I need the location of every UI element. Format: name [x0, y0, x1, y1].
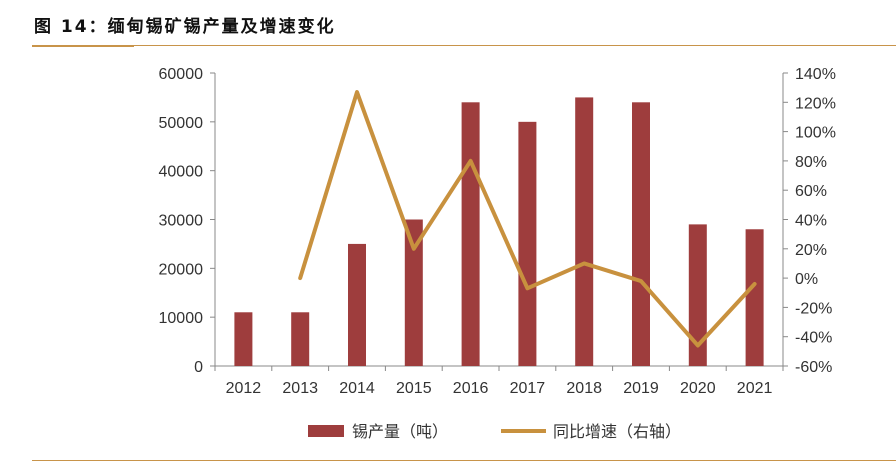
left-tick-label: 40000: [159, 164, 204, 181]
left-tick-label: 30000: [159, 213, 204, 230]
left-tick-label: 0: [194, 359, 203, 376]
x-tick-label: 2014: [339, 380, 375, 397]
right-tick-label: -20%: [795, 300, 832, 317]
title-divider-accent: [32, 45, 134, 47]
right-tick-label: 100%: [795, 125, 836, 142]
bar-2014: [348, 243, 366, 366]
right-tick-label: 120%: [795, 95, 836, 112]
bar-2013: [291, 312, 310, 366]
legend-line-label: 同比增速（右轴）: [553, 423, 681, 441]
right-tick-label: -40%: [795, 330, 832, 347]
right-tick-label: 20%: [795, 242, 827, 259]
bar-2021: [745, 229, 764, 366]
x-tick-label: 2019: [623, 380, 659, 397]
x-tick-label: 2016: [453, 380, 489, 397]
bar-2015: [404, 219, 423, 366]
title-divider: [32, 45, 896, 46]
legend-bar-swatch: [308, 425, 344, 437]
right-tick-label: 60%: [795, 183, 827, 200]
x-tick-label: 2015: [396, 380, 432, 397]
figure-title: 图 14：缅甸锡矿锡产量及增速变化: [34, 17, 336, 37]
right-tick-label: -60%: [795, 359, 832, 376]
x-tick-label: 2012: [226, 380, 262, 397]
x-tick-label: 2020: [680, 380, 716, 397]
x-tick-label: 2013: [282, 380, 318, 397]
legend-bar-label: 锡产量（吨）: [352, 423, 448, 441]
bar-2019: [632, 102, 650, 367]
x-tick-label: 2017: [510, 380, 546, 397]
x-tick-label: 2021: [737, 380, 773, 397]
bar-2017: [518, 121, 537, 366]
left-tick-label: 50000: [159, 115, 204, 132]
right-tick-label: 140%: [795, 66, 836, 83]
bar-2016: [461, 102, 480, 367]
left-tick-label: 20000: [159, 261, 204, 278]
left-tick-label: 60000: [159, 66, 204, 83]
bar-2012: [234, 312, 253, 366]
right-tick-label: 0%: [795, 271, 818, 288]
bottom-divider: [32, 460, 896, 461]
x-tick-label: 2018: [566, 380, 602, 397]
left-tick-label: 10000: [159, 310, 204, 327]
bar-2018: [575, 97, 594, 367]
bar-2020: [688, 224, 707, 366]
right-tick-label: 40%: [795, 213, 827, 230]
right-tick-label: 80%: [795, 154, 827, 171]
